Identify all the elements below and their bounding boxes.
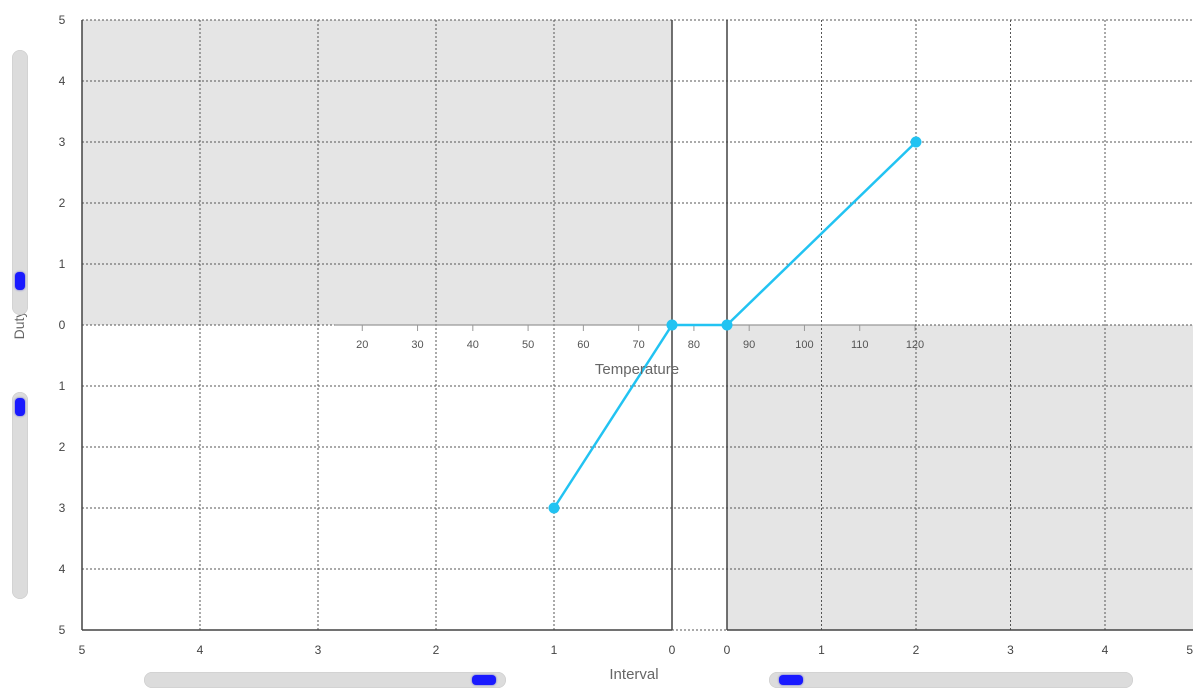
x-tick-label: 5 <box>1186 643 1193 657</box>
shaded-region-upper-left <box>82 20 672 325</box>
y-tick-label: 1 <box>59 257 66 271</box>
temperature-tick-label: 20 <box>356 339 368 351</box>
duty-upper-slider[interactable] <box>12 50 28 315</box>
y-tick-label: 5 <box>59 13 66 27</box>
y-tick-label: 3 <box>59 135 66 149</box>
x-tick-label: 3 <box>315 643 322 657</box>
x-axis-title: Interval <box>609 666 658 683</box>
x-tick-label: 0 <box>724 643 731 657</box>
y-tick-label: 4 <box>59 74 66 88</box>
y-tick-label: 0 <box>59 318 66 332</box>
temperature-tick-label: 110 <box>851 339 869 351</box>
temperature-tick-label: 120 <box>906 339 924 351</box>
temperature-tick-label: 70 <box>633 339 645 351</box>
y-tick-label: 1 <box>59 379 66 393</box>
y-tick-label: 2 <box>59 440 66 454</box>
y-tick-label: 5 <box>59 623 66 637</box>
temperature-axis-title: Temperature <box>595 361 679 378</box>
temperature-tick-label: 40 <box>467 339 479 351</box>
interval-left-slider[interactable] <box>144 672 506 688</box>
fan-curve-line <box>552 141 917 509</box>
x-tick-label: 4 <box>197 643 204 657</box>
temperature-tick-label: 50 <box>522 339 534 351</box>
y-tick-label: 4 <box>59 562 66 576</box>
temperature-tick-label: 90 <box>743 339 755 351</box>
duty-lower-slider-thumb[interactable] <box>15 398 25 416</box>
temperature-tick-label: 100 <box>795 339 813 351</box>
x-tick-label: 1 <box>551 643 558 657</box>
x-tick-label: 1 <box>818 643 825 657</box>
duty-upper-slider-thumb[interactable] <box>15 272 25 290</box>
x-tick-label: 2 <box>433 643 440 657</box>
shaded-region-lower-right <box>727 325 1193 630</box>
x-tick-label: 0 <box>669 643 676 657</box>
temperature-tick-label: 30 <box>411 339 423 351</box>
x-tick-label: 5 <box>79 643 86 657</box>
interval-right-slider-thumb[interactable] <box>779 675 803 685</box>
temperature-tick-label: 80 <box>688 339 700 351</box>
interval-right-slider[interactable] <box>769 672 1133 688</box>
y-axis-title: Duty <box>11 311 27 340</box>
fan-curve-point[interactable] <box>666 319 678 331</box>
x-tick-label: 3 <box>1007 643 1014 657</box>
y-tick-label: 3 <box>59 501 66 515</box>
interval-left-slider-thumb[interactable] <box>472 675 496 685</box>
y-tick-label: 2 <box>59 196 66 210</box>
fan-curve-point[interactable] <box>721 319 733 331</box>
x-tick-label: 4 <box>1102 643 1109 657</box>
x-tick-label: 2 <box>913 643 920 657</box>
duty-lower-slider[interactable] <box>12 392 28 599</box>
fan-curve-point[interactable] <box>548 502 560 514</box>
fan-curve-point[interactable] <box>910 136 922 148</box>
temperature-tick-label: 60 <box>577 339 589 351</box>
